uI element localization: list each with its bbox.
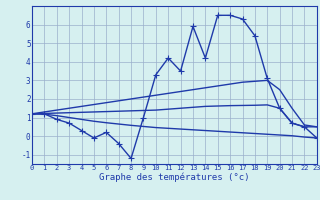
X-axis label: Graphe des températures (°c): Graphe des températures (°c) bbox=[99, 173, 250, 182]
